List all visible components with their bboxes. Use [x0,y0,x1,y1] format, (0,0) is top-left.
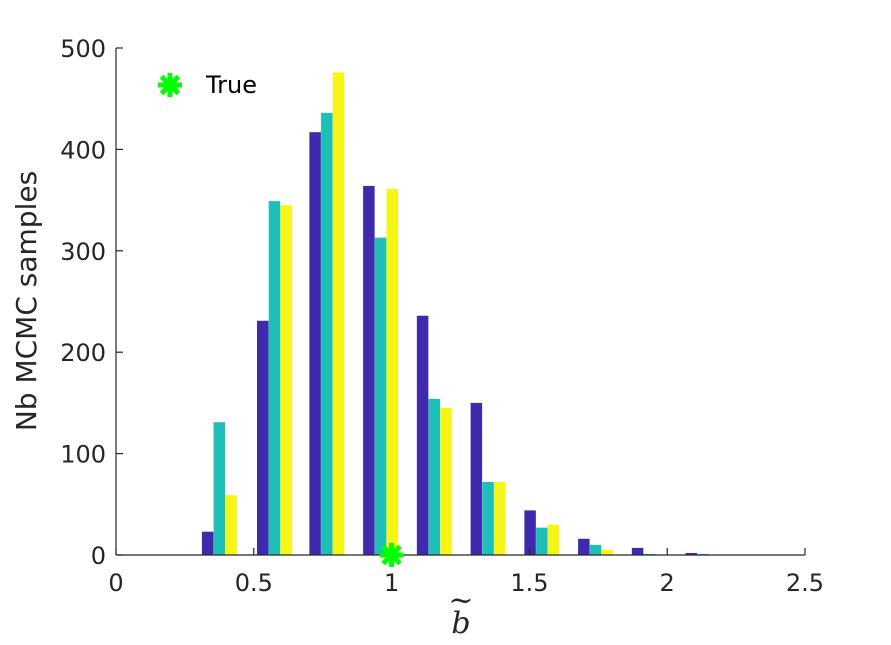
bar-series-3-bin-7 [547,524,560,555]
bar-series-1-bin-9 [631,547,644,555]
x-axis-label: ~ b [448,583,473,641]
bar-series-1-bin-8 [578,538,590,555]
bar-series-3-bin-6 [494,481,506,555]
x-tick-label: 0.5 [235,569,273,597]
bar-series-3-bin-5 [440,407,452,555]
bar-series-1-bin-2 [257,320,269,555]
bar-series-1-bin-6 [470,402,483,555]
bar-series-3-bin-2 [280,205,292,556]
bar-series-2-bin-5 [428,398,441,555]
legend: True [158,71,257,99]
x-tick-label: 1.5 [510,569,548,597]
x-axis-label-text: b [451,606,470,641]
x-tick-label: 0 [108,569,123,597]
true-value-marker [379,543,404,567]
bar-series-1-bin-7 [524,510,536,555]
markers-group [379,543,404,567]
axes-group [115,48,805,556]
y-tick-label: 0 [91,542,106,570]
y-tick-label: 400 [60,136,106,164]
x-axis-label-accent: ~ [448,583,473,618]
bar-series-2-bin-7 [536,527,548,555]
bars-group [201,72,709,556]
bar-series-3-bin-8 [601,549,613,555]
bar-series-3-bin-3 [332,72,345,555]
y-tick-label: 500 [60,35,106,63]
x-tick-label: 1 [384,569,399,597]
bar-series-2-bin-6 [482,481,494,555]
bar-series-1-bin-5 [416,315,429,555]
legend-label-true: True [205,71,257,99]
bar-series-2-bin-3 [321,112,333,556]
bar-series-2-bin-4 [374,237,387,555]
y-tick-label: 300 [60,238,106,266]
bar-series-3-bin-4 [386,188,399,555]
bar-series-3-bin-1 [225,495,237,555]
legend-true-marker-icon [158,73,182,97]
y-tick-label: 200 [60,339,106,367]
ticks-group: 0 0.5 1 1.5 2 2.5 0 100 200 300 400 500 [60,35,824,597]
bar-series-1-bin-10 [685,552,698,555]
bar-series-1-bin-3 [309,132,321,555]
bar-series-2-bin-2 [268,201,281,556]
bar-series-2-bin-8 [589,544,602,555]
legend-asterisk-shape [158,73,182,97]
bar-series-1-bin-1 [201,531,214,555]
y-axis-label: Nb MCMC samples [10,171,43,431]
bar-series-2-bin-1 [213,422,226,555]
y-tick-label: 100 [60,441,106,469]
bar-series-1-bin-4 [363,185,375,555]
x-tick-label: 2.5 [786,569,824,597]
x-tick-label: 2 [660,569,675,597]
